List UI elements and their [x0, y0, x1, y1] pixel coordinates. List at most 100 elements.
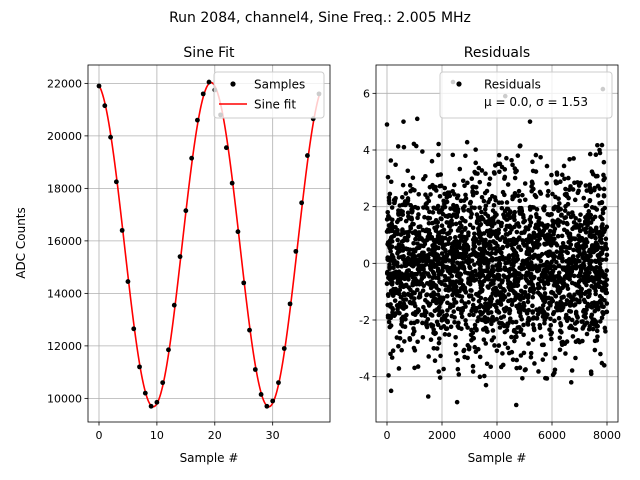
residual-point [573, 355, 578, 361]
residual-point [514, 229, 520, 235]
residual-point [579, 236, 585, 241]
sine-fit-title: Sine Fit [183, 45, 235, 61]
residual-point [587, 288, 592, 293]
residual-point [396, 344, 401, 349]
residual-point [579, 252, 585, 258]
residual-point [487, 239, 493, 245]
residual-point [593, 268, 598, 273]
residual-point [548, 262, 553, 267]
residual-point [511, 254, 516, 259]
sample-point [241, 280, 247, 286]
sample-point [189, 155, 195, 161]
residual-point [400, 256, 406, 262]
residual-point [565, 250, 570, 256]
residual-point [455, 366, 461, 372]
residual-point [389, 279, 395, 284]
residual-point [587, 151, 593, 157]
residual-point [387, 324, 393, 330]
residual-point [453, 300, 459, 305]
sine-fit-ytick-label: 22000 [47, 77, 82, 90]
sample-point [252, 367, 258, 372]
residual-point [572, 180, 577, 186]
residuals-legend-marker [456, 81, 462, 87]
residual-point [563, 186, 568, 192]
residual-point [564, 258, 569, 264]
residual-point [402, 263, 408, 268]
residual-point [387, 237, 393, 243]
residual-point [483, 296, 488, 302]
residual-point [544, 180, 549, 186]
residual-point [451, 309, 457, 314]
residual-point [491, 318, 496, 323]
residual-outlier-point [527, 119, 533, 124]
residual-point [583, 215, 588, 220]
residual-point [469, 211, 474, 217]
residual-point [462, 285, 468, 291]
residual-point [531, 327, 537, 333]
residual-point [415, 241, 420, 246]
residual-point [434, 262, 440, 267]
residual-point [472, 231, 477, 237]
residual-point [436, 304, 442, 310]
residual-point [469, 308, 474, 314]
residual-point [573, 339, 579, 345]
residual-point [468, 293, 474, 299]
residual-point [467, 282, 473, 287]
residual-point [402, 314, 407, 320]
residual-point [588, 229, 593, 234]
residual-point [557, 253, 563, 258]
residual-point [468, 199, 474, 205]
residual-point [403, 304, 409, 310]
residual-point [420, 258, 426, 264]
residual-point [427, 209, 432, 215]
residual-point [451, 206, 457, 212]
residual-point [540, 357, 546, 362]
residual-point [542, 298, 547, 304]
residual-point [417, 282, 422, 287]
residual-point [393, 195, 398, 201]
sine-fit-xtick-label: 0 [96, 429, 103, 442]
residual-point [494, 232, 500, 238]
residual-point [577, 339, 582, 345]
residual-point [412, 348, 418, 353]
residual-point [494, 308, 500, 314]
residual-point [562, 208, 568, 213]
residual-point [598, 319, 603, 324]
residual-point [520, 263, 525, 268]
residual-point [391, 265, 396, 271]
residual-point [520, 375, 525, 381]
residual-point [439, 216, 444, 222]
residual-point [387, 223, 393, 229]
residual-point [499, 205, 505, 211]
residual-point [584, 320, 590, 326]
residual-point [432, 331, 438, 337]
residual-point [533, 169, 539, 174]
residual-point [567, 156, 572, 162]
residual-point [585, 301, 591, 307]
residual-point [602, 205, 607, 211]
residual-point [547, 228, 553, 234]
residual-point [412, 301, 417, 306]
residual-point [556, 223, 561, 228]
residual-point [438, 353, 443, 359]
residual-point [444, 199, 450, 205]
residual-point [459, 326, 464, 332]
residual-point [601, 304, 606, 310]
residual-point [555, 288, 561, 294]
residual-point [476, 315, 481, 320]
residuals-ytick-label: 2 [363, 201, 370, 214]
residual-point [388, 158, 394, 163]
residual-point [479, 168, 485, 173]
residual-outlier-point [384, 122, 390, 127]
residual-point [506, 292, 511, 297]
residual-point [425, 272, 431, 277]
residual-point [478, 222, 484, 227]
residual-point [530, 322, 536, 327]
residual-outlier-point [454, 399, 460, 405]
residual-point [453, 342, 458, 348]
residual-point [598, 351, 603, 357]
residual-point [603, 329, 608, 334]
residual-point [564, 298, 570, 303]
residual-point [534, 316, 540, 321]
residual-point [604, 268, 610, 273]
